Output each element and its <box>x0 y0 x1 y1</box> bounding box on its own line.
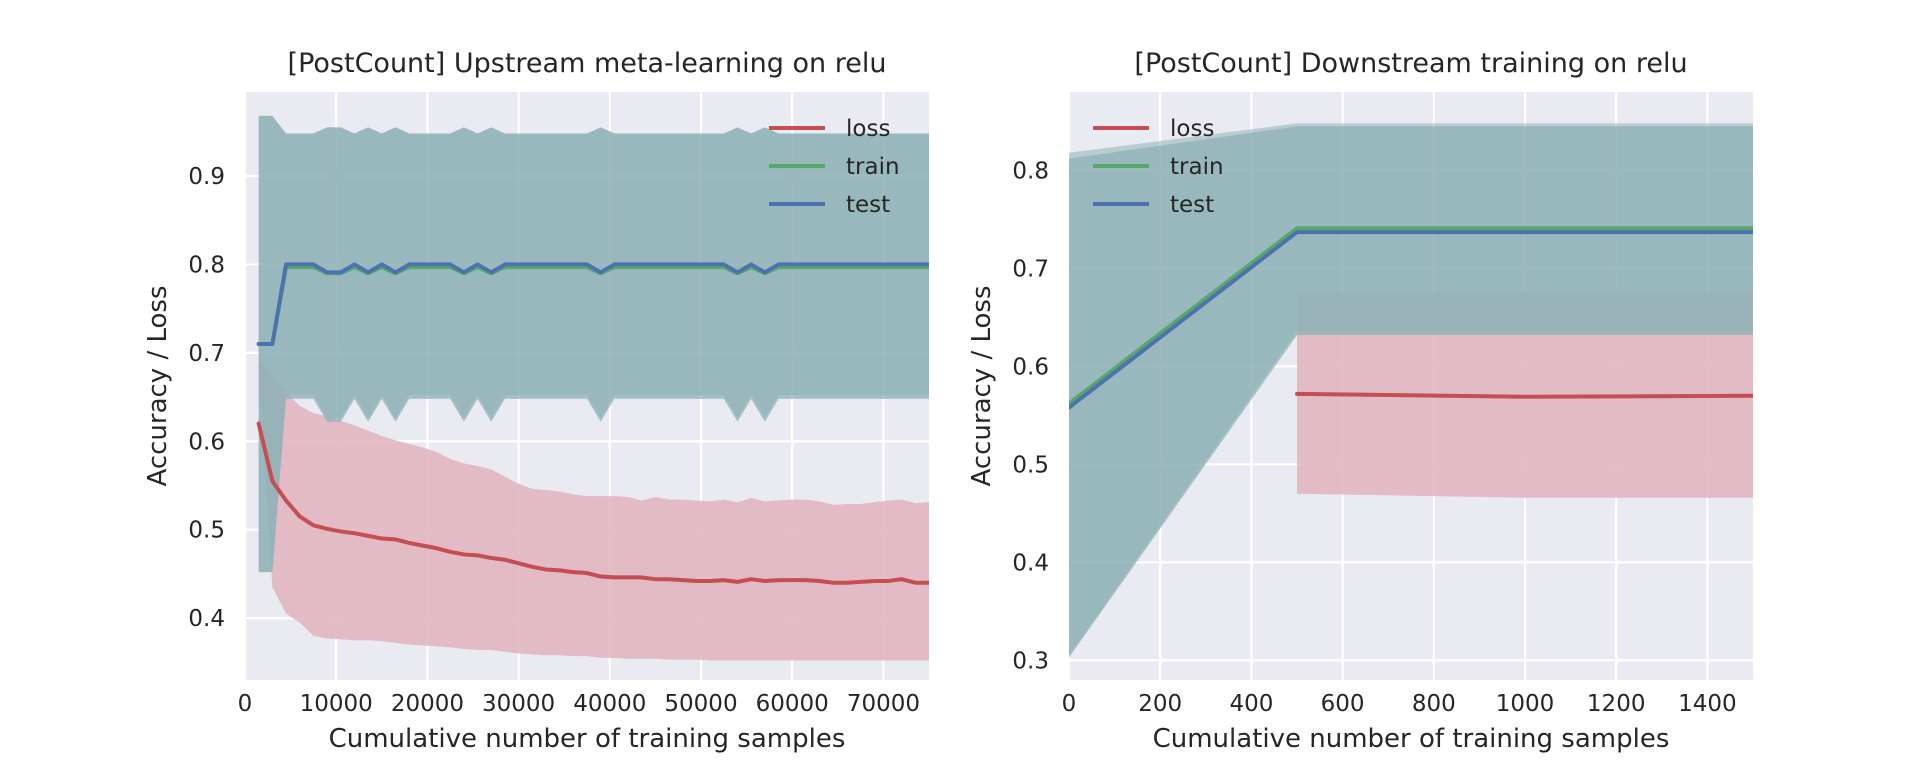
series-lines <box>256 262 929 585</box>
chart-title: [PostCount] Upstream meta-learning on re… <box>288 48 887 79</box>
x-tick-label: 1200 <box>1587 691 1646 717</box>
legend-label: train <box>846 154 900 180</box>
x-tick-label: 600 <box>1321 691 1365 717</box>
x-tick-label: 70000 <box>847 691 920 717</box>
y-tick-label: 0.5 <box>1012 452 1049 478</box>
x-tick-label: 0 <box>238 691 253 717</box>
x-tick-label: 10000 <box>300 691 373 717</box>
x-tick-label: 40000 <box>573 691 646 717</box>
y-tick-label: 0.7 <box>1012 256 1049 282</box>
chart-downstream: 0 200 400 600 800 1000 1200 1400 0.30.40.50.60.… <box>967 48 1753 754</box>
y-tick-labels: 0.3 0.4 0.5 0.6 0.7 0.8 <box>1012 158 1049 674</box>
x-tick-label: 0 <box>1062 691 1077 717</box>
legend-item-train: train <box>1093 154 1224 180</box>
y-tick-label: 0.4 <box>1012 550 1049 576</box>
legend-label: train <box>1170 154 1224 180</box>
legend: loss train test <box>769 116 900 218</box>
legend-label: test <box>1170 192 1214 218</box>
x-tick-label: 400 <box>1229 691 1273 717</box>
legend-item-test: test <box>769 192 890 218</box>
y-axis-label: Accuracy / Loss <box>967 285 997 486</box>
confidence-bands <box>258 115 929 661</box>
x-tick-label: 800 <box>1412 691 1456 717</box>
x-tick-label: 20000 <box>391 691 464 717</box>
y-tick-label: 0.8 <box>1012 158 1049 184</box>
legend-label: loss <box>846 116 890 142</box>
series-lines <box>1069 226 1753 410</box>
line-train <box>1069 226 1753 406</box>
legend-item-test: test <box>1093 192 1214 218</box>
legend-label: test <box>846 192 890 218</box>
line-test <box>256 262 929 346</box>
line-loss <box>1295 391 1753 399</box>
y-tick-label: 0.7 <box>188 341 225 367</box>
x-tick-labels: 0 200 400 600 800 1000 1200 1400 <box>1062 691 1737 717</box>
chart-title: [PostCount] Downstream training on relu <box>1134 48 1687 79</box>
y-tick-label: 0.6 <box>1012 354 1049 380</box>
band-test <box>1069 126 1753 658</box>
band-test <box>258 115 929 573</box>
x-tick-labels: 0 10000 20000 30000 40000 50000 60000 70000 <box>238 691 920 717</box>
band-loss <box>258 361 929 661</box>
legend-label: loss <box>1170 116 1214 142</box>
y-tick-label: 0.8 <box>188 252 225 278</box>
legend-item-loss: loss <box>769 116 890 142</box>
line-test <box>1069 230 1753 410</box>
y-axis-label: Accuracy / Loss <box>143 285 173 486</box>
y-tick-label: 0.3 <box>1012 648 1049 674</box>
legend-item-train: train <box>769 154 900 180</box>
y-tick-label: 0.5 <box>188 518 225 544</box>
line-loss <box>256 421 929 585</box>
x-axis-label: Cumulative number of training samples <box>1153 724 1670 754</box>
x-tick-label: 1000 <box>1496 691 1555 717</box>
x-tick-label: 60000 <box>756 691 829 717</box>
y-tick-labels: 0.4 0.5 0.6 0.7 0.8 0.9 <box>188 164 225 632</box>
y-tick-label: 0.4 <box>188 606 225 632</box>
y-tick-label: 0.9 <box>188 164 225 190</box>
x-tick-label: 200 <box>1138 691 1182 717</box>
legend-item-loss: loss <box>1093 116 1214 142</box>
x-tick-label: 50000 <box>664 691 737 717</box>
y-tick-label: 0.6 <box>188 429 225 455</box>
x-tick-label: 30000 <box>482 691 555 717</box>
chart-upstream: 0 10000 20000 30000 40000 50000 60000 70000 0.4… <box>143 48 929 754</box>
x-axis-label: Cumulative number of training samples <box>329 724 846 754</box>
legend: loss train test <box>1093 116 1224 218</box>
x-tick-label: 1400 <box>1678 691 1737 717</box>
